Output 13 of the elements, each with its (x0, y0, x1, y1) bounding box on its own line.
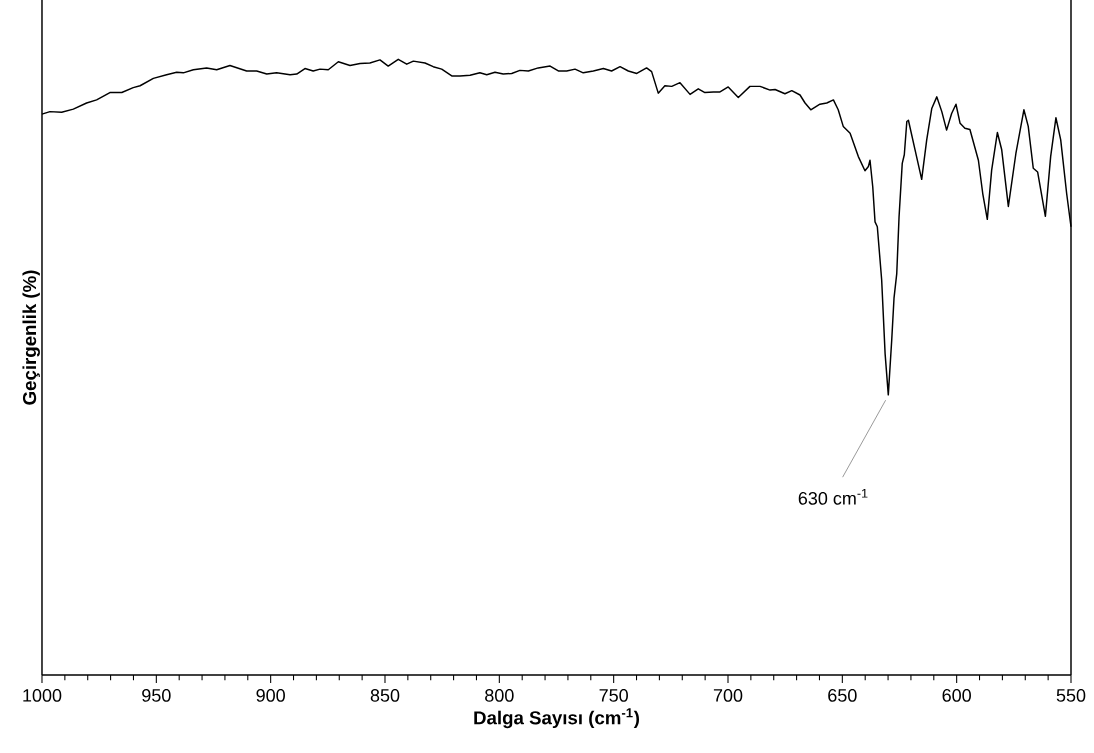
x-tick-label: 600 (942, 689, 971, 702)
x-tick-label: 950 (142, 689, 171, 702)
x-tick-label: 850 (370, 689, 400, 702)
x-axis-title: Dalga Sayısı (cm$^{-1}$) (474, 708, 639, 729)
x-tick-label: 650 (828, 689, 857, 702)
annotation: 630 cm$^{-1}$ (798, 488, 868, 505)
y-axis-title: Geçirgenlik (%) (22, 270, 40, 405)
x-tick-label: 800 (485, 689, 514, 702)
x-tick-label: 750 (599, 689, 628, 702)
x-tick-label: 550 (1056, 689, 1086, 702)
x-tick-label: 900 (256, 689, 285, 702)
x-tick-label: 700 (713, 689, 743, 702)
x-tick-label: 1000 (23, 689, 62, 702)
